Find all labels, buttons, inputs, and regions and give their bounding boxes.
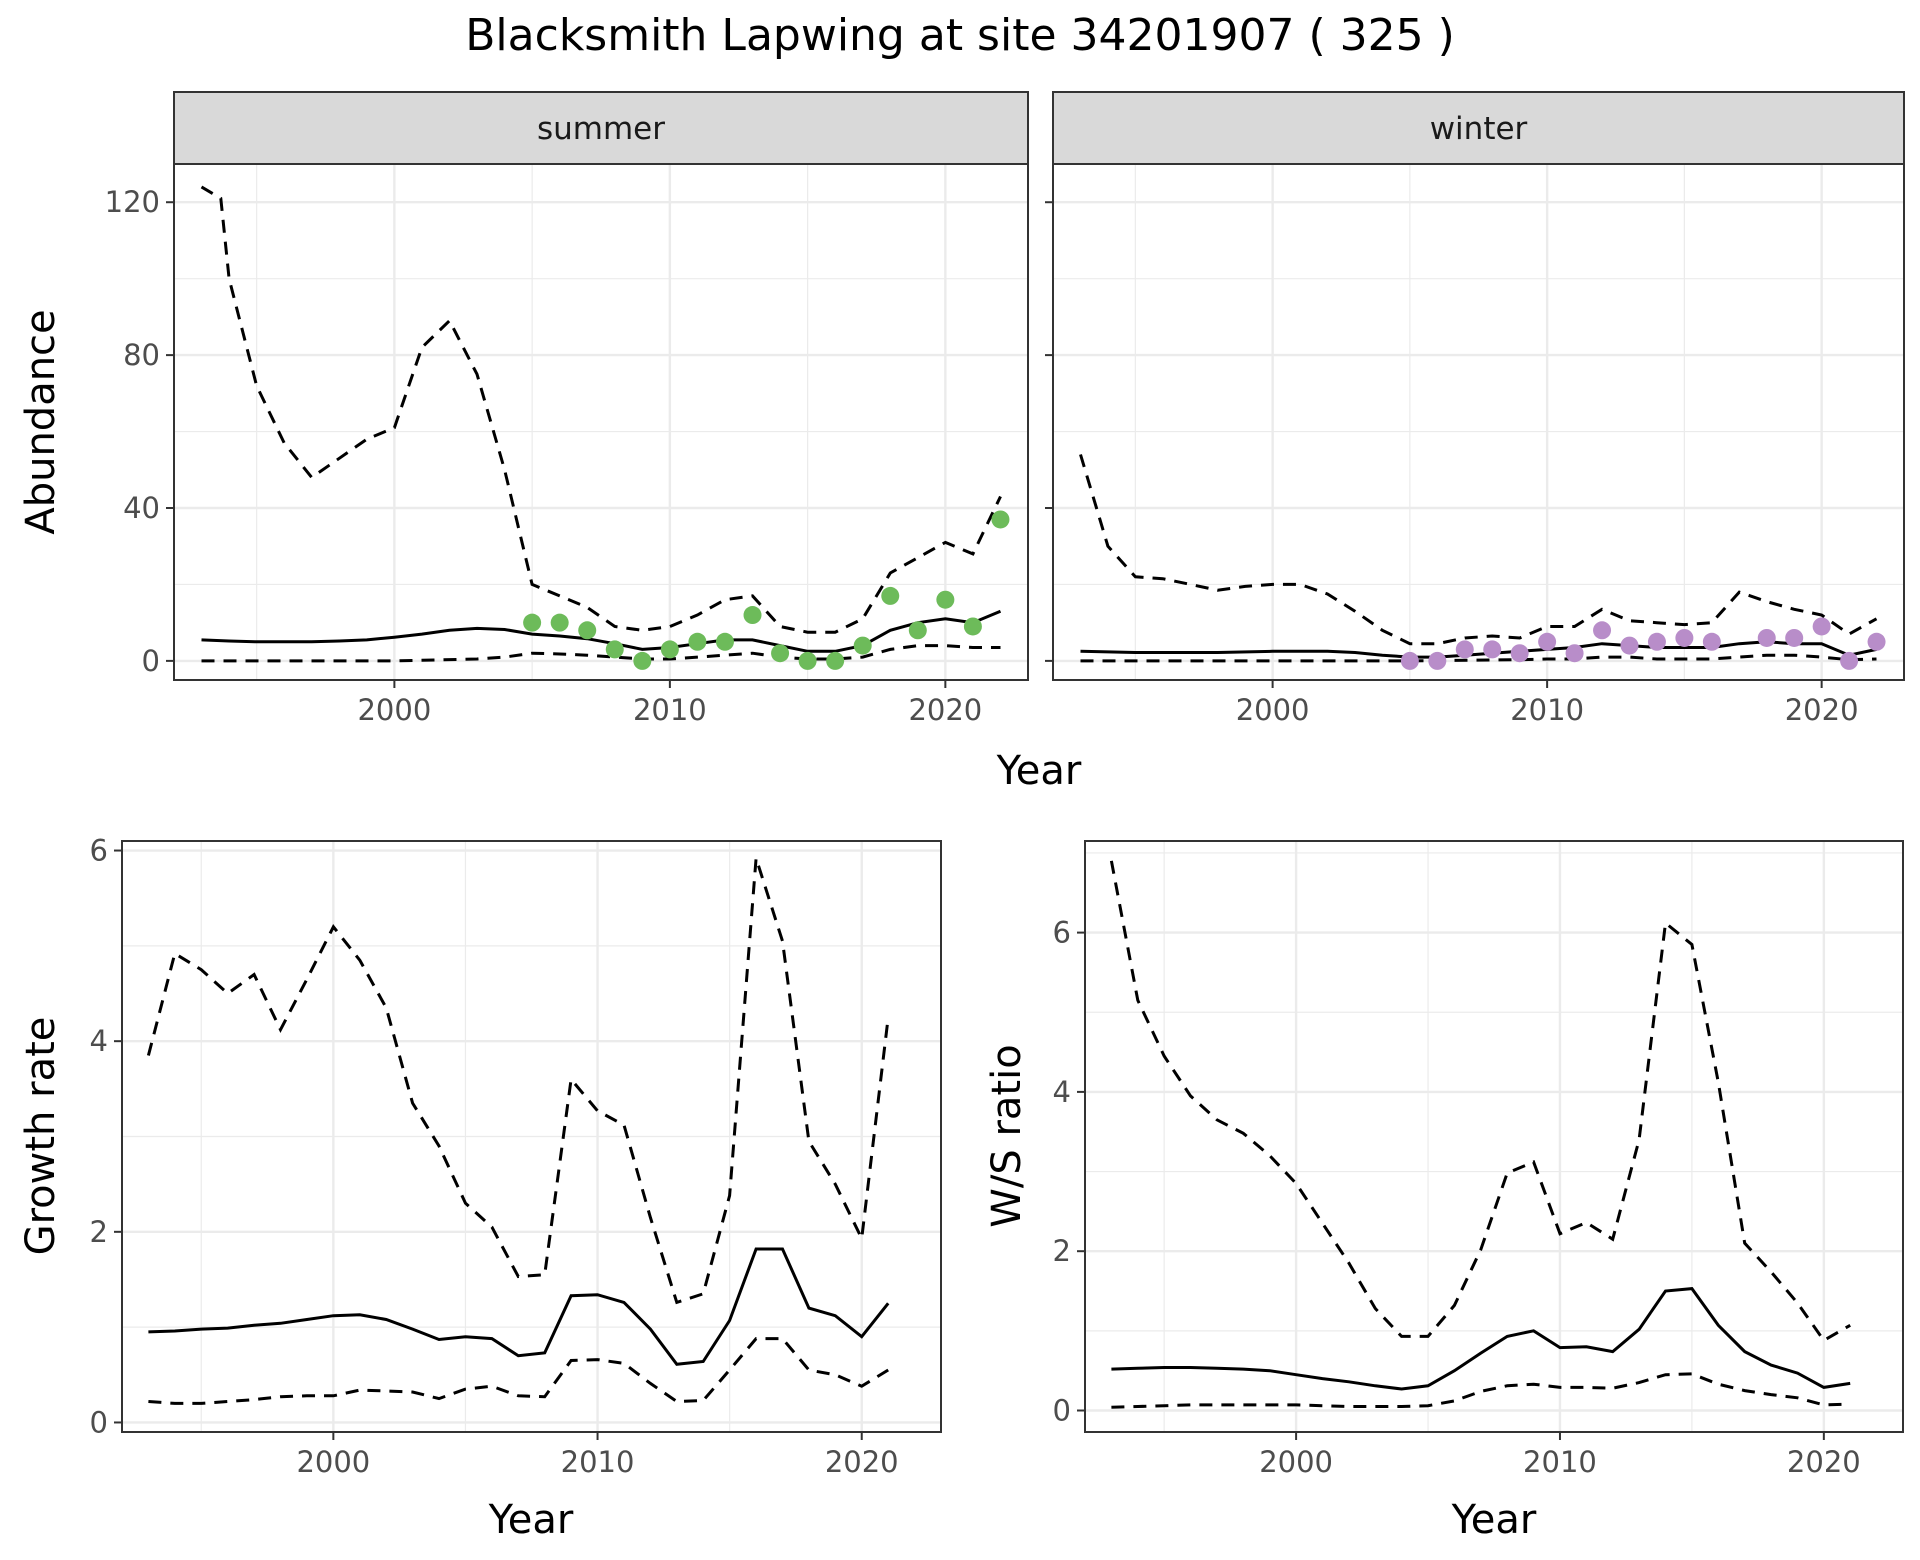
ws-x-axis-title: Year	[1451, 1497, 1537, 1543]
upper-bound-line	[146, 857, 890, 1305]
observed-point	[1757, 628, 1776, 647]
abundance-x-axis-title: Year	[996, 748, 1082, 794]
observed-point	[1620, 636, 1639, 655]
observed-point	[881, 586, 900, 605]
x-tick-label: 2010	[561, 1445, 635, 1479]
facet-strip-label: winter	[1430, 111, 1528, 147]
observed-point	[1483, 640, 1502, 659]
observed-point	[1840, 651, 1859, 670]
y-tick-label: 2	[1053, 1234, 1071, 1268]
panel-border	[173, 163, 1029, 681]
plot-title: Blacksmith Lapwing at site 34201907 ( 32…	[465, 10, 1454, 61]
gridlines	[122, 841, 941, 1432]
growth-rate-panel: 2000 2010 2020 0 2 4 6	[90, 834, 942, 1479]
panel-border	[1052, 163, 1905, 681]
gridlines	[1053, 164, 1904, 680]
lower-bound-line	[148, 1337, 889, 1405]
y-tick-label: 80	[123, 338, 160, 372]
x-tick-label: 2020	[825, 1445, 899, 1479]
observed-point	[1593, 621, 1612, 640]
upper-bound-line	[200, 185, 1002, 634]
observed-point	[798, 651, 817, 670]
gridlines	[174, 164, 1028, 680]
facet-strip-label: summer	[537, 111, 665, 147]
observed-point	[715, 632, 734, 651]
mean-line	[201, 609, 1002, 653]
y-tick-label: 6	[90, 834, 108, 868]
y-tick-label: 4	[1053, 1075, 1071, 1109]
growth-x-axis-title: Year	[488, 1497, 574, 1543]
x-tick-label: 2000	[296, 1445, 370, 1479]
abundance-y-axis-title: Abundance	[18, 309, 64, 534]
observed-point	[826, 651, 845, 670]
observed-point	[743, 606, 762, 625]
abundance-summer-panel: summer 2000 2010 2020 0 40 80 120	[105, 91, 1029, 727]
observed-point	[688, 632, 707, 651]
observed-point	[1428, 651, 1447, 670]
observed-point	[1812, 617, 1831, 636]
observed-point	[1455, 640, 1474, 659]
observed-point	[1565, 644, 1584, 663]
observed-point	[1675, 628, 1694, 647]
ws-y-axis-title: W/S ratio	[984, 1044, 1030, 1227]
x-tick-label: 2010	[633, 693, 707, 727]
observed-point	[771, 644, 790, 663]
ws-ratio-panel: 2000 2010 2020 0 2 4 6	[1053, 840, 1904, 1479]
observed-point	[963, 617, 982, 636]
x-tick-label: 2020	[1785, 693, 1859, 727]
x-tick-label: 2010	[1510, 693, 1584, 727]
observed-point	[578, 621, 597, 640]
observed-point	[853, 636, 872, 655]
observed-point	[1867, 632, 1886, 651]
gridlines	[1085, 841, 1903, 1432]
observed-points	[523, 510, 1010, 670]
observed-point	[991, 510, 1010, 529]
y-tick-label: 0	[142, 644, 160, 678]
lower-bound-line	[1080, 653, 1877, 663]
lower-bound-line	[1111, 1372, 1851, 1409]
y-tick-label: 2	[90, 1215, 108, 1249]
upper-bound-line	[1079, 454, 1878, 646]
y-tick-label: 4	[90, 1024, 108, 1058]
growth-y-axis-title: Growth rate	[18, 1017, 64, 1256]
upper-bound-line	[1109, 860, 1851, 1343]
y-tick-label: 120	[105, 185, 160, 219]
x-tick-label: 2000	[357, 693, 431, 727]
facet-strip	[173, 91, 1029, 165]
y-tick-label: 6	[1053, 916, 1071, 950]
observed-point	[523, 613, 542, 632]
lower-bound-line	[201, 644, 1001, 663]
mean-line	[148, 1247, 890, 1366]
observed-point	[1400, 651, 1419, 670]
x-tick-label: 2000	[1259, 1445, 1333, 1479]
observed-point	[633, 651, 652, 670]
panel-border	[1084, 840, 1904, 1433]
abundance-winter-panel: winter 2000 2010 2020	[1045, 91, 1905, 727]
x-tick-label: 2020	[908, 693, 982, 727]
observed-point	[550, 613, 569, 632]
observed-point	[936, 590, 955, 609]
observed-point	[660, 640, 679, 659]
observed-point	[1538, 632, 1557, 651]
x-tick-label: 2000	[1236, 693, 1310, 727]
y-tick-label: 0	[90, 1405, 108, 1439]
observed-point	[1647, 632, 1666, 651]
mean-line	[1080, 640, 1877, 659]
x-tick-label: 2020	[1787, 1445, 1861, 1479]
observed-point	[908, 621, 927, 640]
observed-point	[1702, 632, 1721, 651]
panel-border	[121, 840, 942, 1433]
y-tick-label: 40	[123, 491, 160, 525]
mean-line	[1111, 1287, 1851, 1391]
observed-points	[1400, 617, 1886, 670]
observed-point	[1785, 628, 1804, 647]
observed-point	[605, 640, 624, 659]
observed-point	[1510, 644, 1529, 663]
facet-strip	[1052, 91, 1905, 165]
y-tick-label: 0	[1053, 1393, 1071, 1427]
x-tick-label: 2010	[1523, 1445, 1597, 1479]
